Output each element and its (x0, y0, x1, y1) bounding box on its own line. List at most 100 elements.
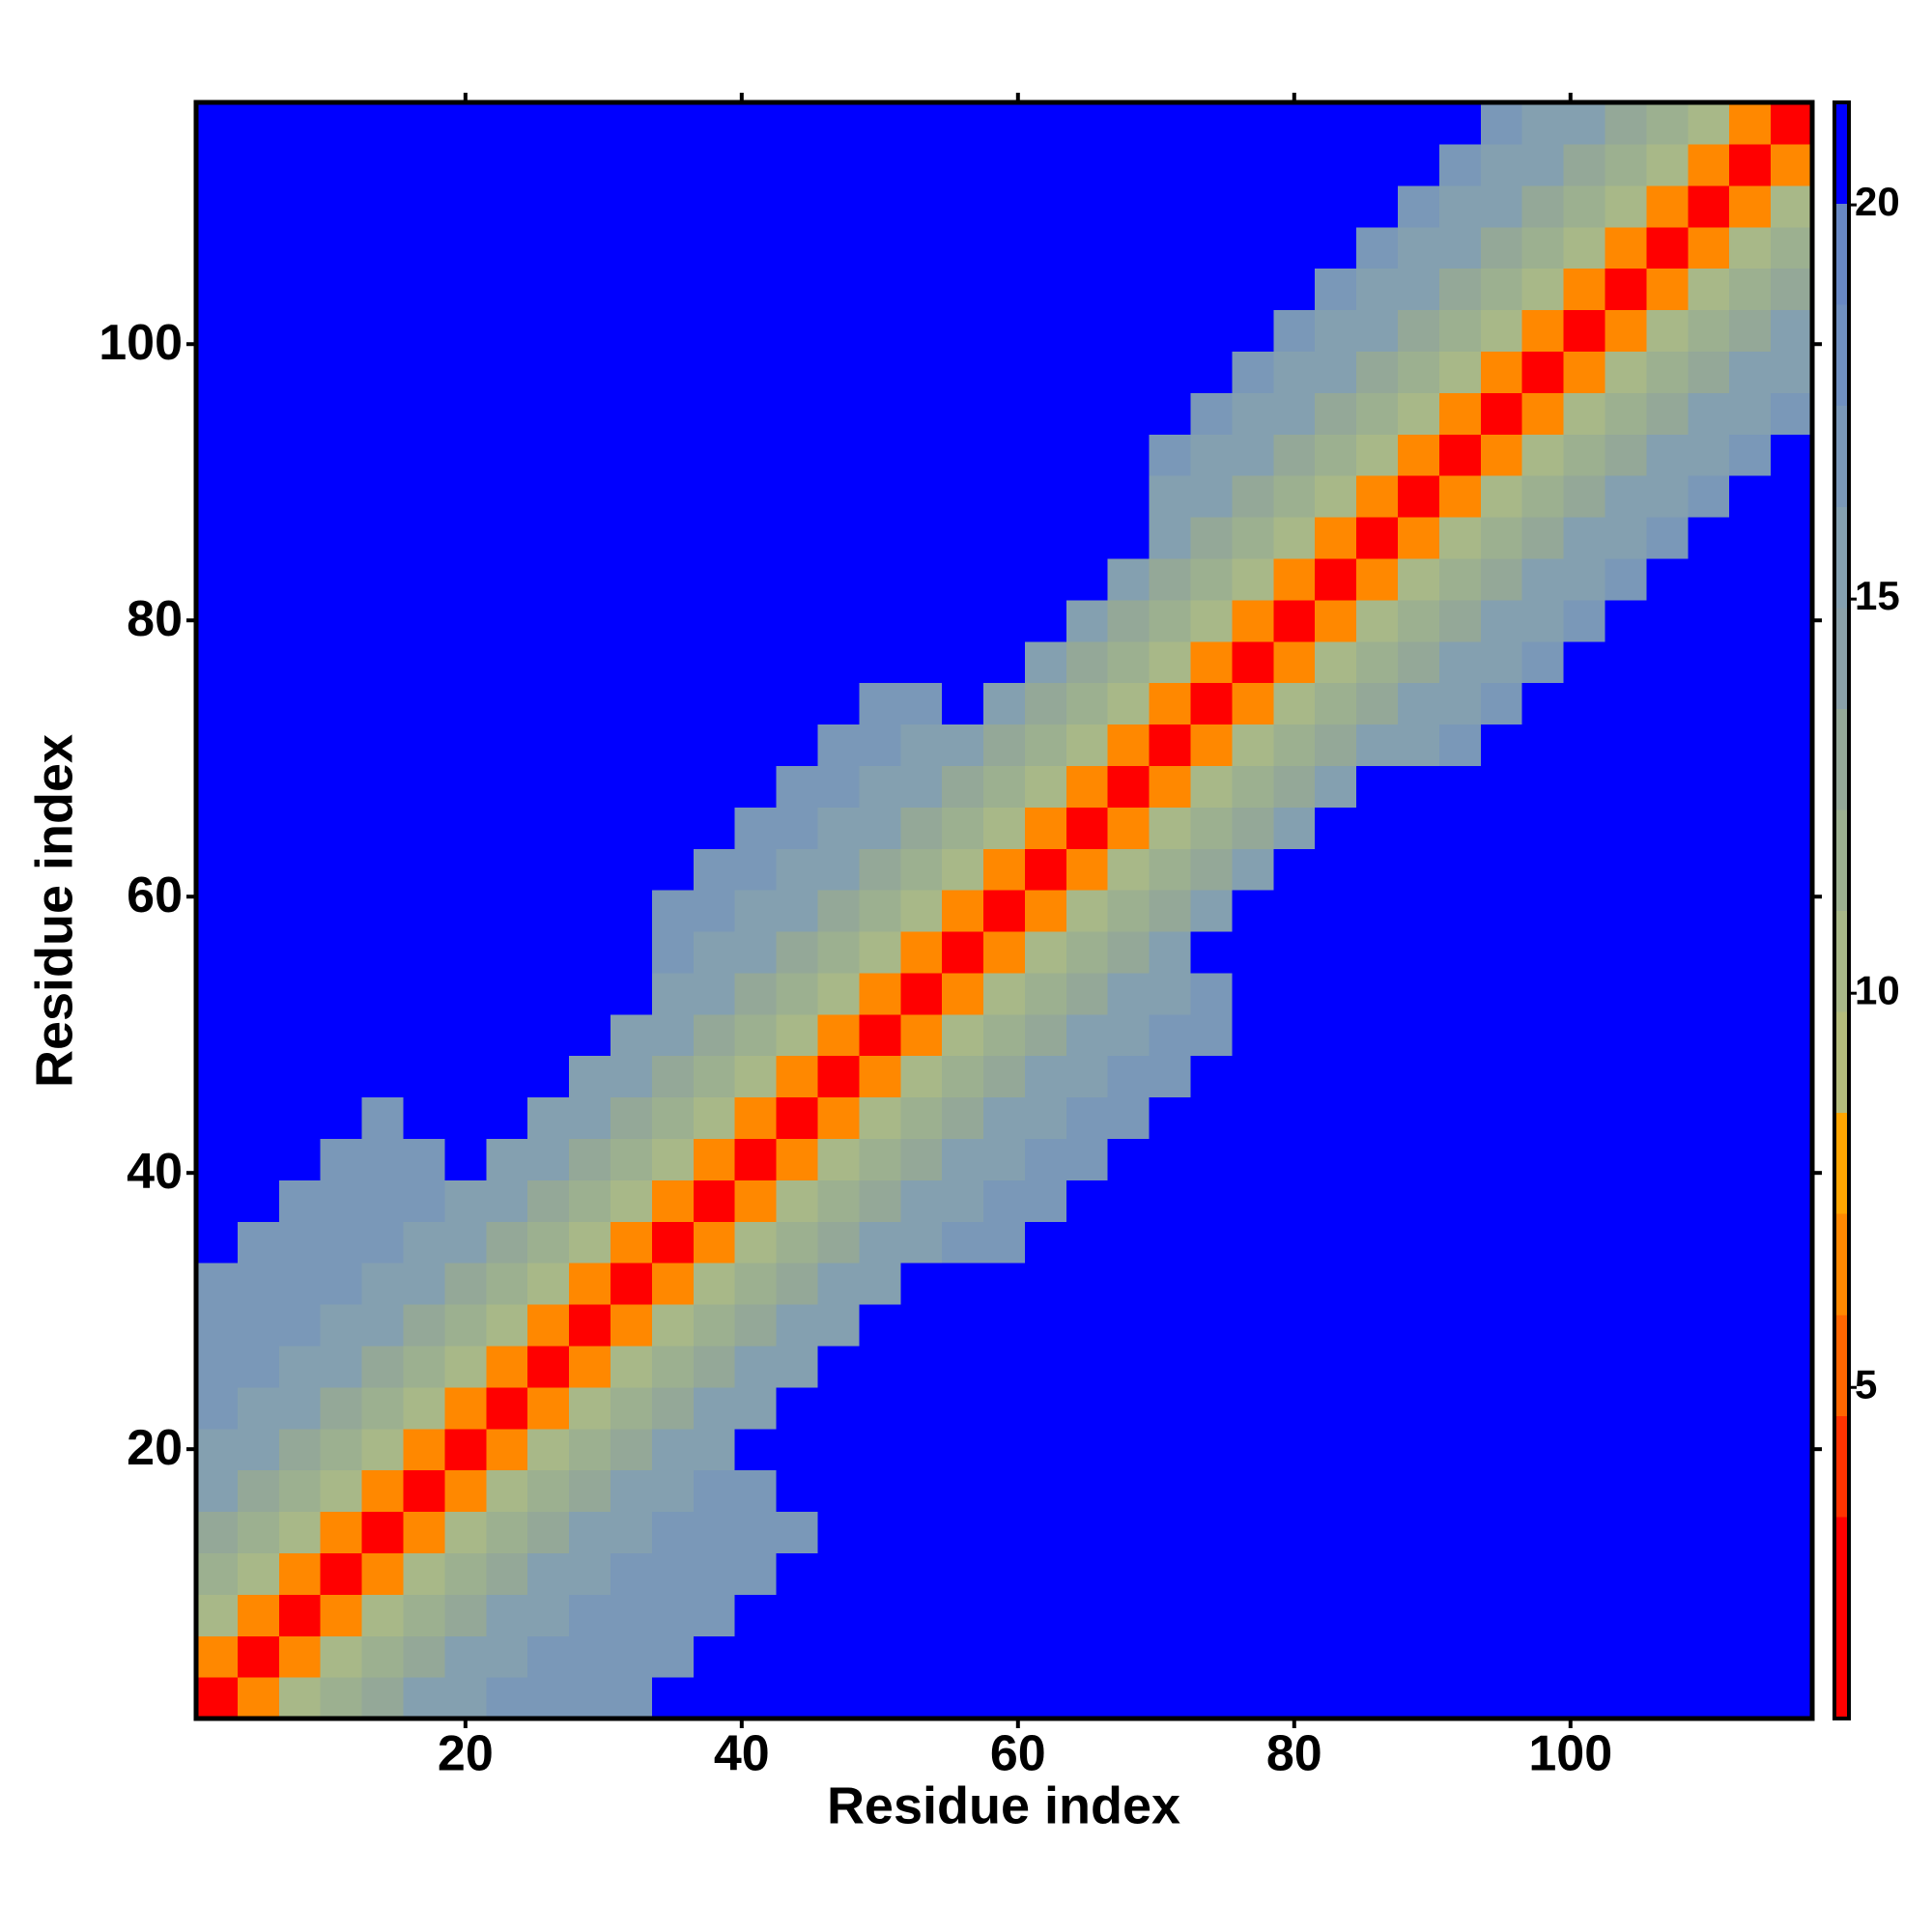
heatmap-cell (693, 351, 736, 393)
heatmap-cell (237, 1221, 280, 1264)
heatmap-cell (1480, 599, 1523, 642)
heatmap-cell (1107, 392, 1151, 435)
heatmap-cell (486, 1511, 528, 1554)
heatmap-cell (1480, 848, 1523, 891)
heatmap-cell (403, 1552, 445, 1595)
heatmap-cell (527, 434, 570, 476)
heatmap-cell (1521, 599, 1565, 642)
heatmap-cell (1605, 1345, 1648, 1388)
heatmap-cell (1149, 682, 1192, 725)
heatmap-cell (320, 1096, 363, 1140)
heatmap-cell (900, 1386, 943, 1430)
heatmap-cell (196, 1511, 239, 1554)
heatmap-cell (1398, 640, 1440, 684)
heatmap-cell (1521, 1013, 1565, 1057)
heatmap-cell (610, 599, 653, 642)
heatmap-cell (1605, 516, 1648, 559)
heatmap-cell (776, 1594, 819, 1636)
heatmap-cell (1273, 1096, 1316, 1140)
heatmap-cell (1065, 682, 1109, 725)
heatmap-cell (1190, 1428, 1234, 1471)
heatmap-cell (651, 1055, 695, 1098)
heatmap-cell (983, 765, 1026, 808)
heatmap-cell (1521, 1179, 1565, 1222)
heatmap-cell (1024, 1635, 1067, 1678)
heatmap-cell (693, 599, 736, 642)
heatmap-cell (1521, 1138, 1565, 1180)
heatmap-cell (1273, 724, 1316, 766)
heatmap-cell (942, 392, 984, 435)
heatmap-cell (1315, 1677, 1357, 1719)
heatmap-cell (859, 185, 901, 228)
heatmap-cell (569, 682, 611, 725)
heatmap-cell (1107, 1552, 1151, 1595)
heatmap-cell (900, 1179, 943, 1222)
heatmap-cell (1480, 309, 1523, 352)
heatmap-cell (1315, 143, 1357, 186)
colorbar-segment (1834, 1011, 1849, 1114)
heatmap-cell (1480, 1428, 1523, 1471)
heatmap-cell (983, 1263, 1026, 1305)
heatmap-cell (1646, 516, 1689, 559)
heatmap-cell (403, 102, 445, 145)
heatmap-cell (361, 724, 405, 766)
heatmap-cell (1438, 1469, 1482, 1513)
heatmap-cell (1356, 972, 1399, 1015)
heatmap-cell (1149, 102, 1192, 145)
heatmap-cell (734, 1345, 778, 1388)
heatmap-cell (610, 1677, 653, 1719)
heatmap-cell (1149, 1594, 1192, 1636)
heatmap-cell (734, 972, 778, 1015)
heatmap-cell (569, 226, 611, 270)
heatmap-cell (1771, 599, 1813, 642)
heatmap-cell (1024, 1179, 1067, 1222)
heatmap-cell (651, 309, 695, 352)
heatmap-cell (1356, 392, 1399, 435)
heatmap-cell (1273, 807, 1316, 849)
heatmap-cell (1521, 1469, 1565, 1513)
heatmap-cell (1729, 1263, 1772, 1305)
heatmap-cell (610, 765, 653, 808)
heatmap-cell (1065, 1221, 1109, 1264)
heatmap-cell (1107, 1635, 1151, 1678)
heatmap-cell (983, 1469, 1026, 1513)
heatmap-cell (817, 848, 860, 891)
heatmap-cell (776, 890, 819, 932)
heatmap-cell (1729, 1179, 1772, 1222)
heatmap-cell (1688, 102, 1730, 145)
heatmap-cell (859, 848, 901, 891)
heatmap-cell (1315, 930, 1357, 974)
heatmap-cell (196, 972, 239, 1015)
heatmap-cell (1315, 516, 1357, 559)
heatmap-cell (1190, 1511, 1234, 1554)
heatmap-cell (1315, 392, 1357, 435)
heatmap-cell (1232, 1511, 1274, 1554)
heatmap-cell (942, 434, 984, 476)
heatmap-cell (1646, 226, 1689, 270)
heatmap-cell (776, 557, 819, 601)
heatmap-cell (610, 1221, 653, 1264)
heatmap-cell (942, 1386, 984, 1430)
heatmap-cell (1024, 765, 1067, 808)
heatmap-cell (1190, 226, 1234, 270)
heatmap-cell (651, 1179, 695, 1222)
heatmap-cell (361, 1677, 405, 1719)
heatmap-cell (651, 1511, 695, 1554)
heatmap-cell (444, 392, 487, 435)
heatmap-cell (1729, 765, 1772, 808)
heatmap-cell (693, 1263, 736, 1305)
heatmap-cell (569, 1221, 611, 1264)
heatmap-cell (1356, 516, 1399, 559)
heatmap-cell (693, 268, 736, 311)
heatmap-cell (1356, 351, 1399, 393)
heatmap-cell (1356, 1096, 1399, 1140)
heatmap-cell (1688, 1138, 1730, 1180)
heatmap-cell (983, 1552, 1026, 1595)
heatmap-cell (1065, 1428, 1109, 1471)
heatmap-cell (1190, 268, 1234, 311)
heatmap-cell (1605, 434, 1648, 476)
heatmap-cell (1646, 1594, 1689, 1636)
heatmap-cell (983, 557, 1026, 601)
heatmap-cell (1480, 1221, 1523, 1264)
heatmap-cell (1646, 434, 1689, 476)
